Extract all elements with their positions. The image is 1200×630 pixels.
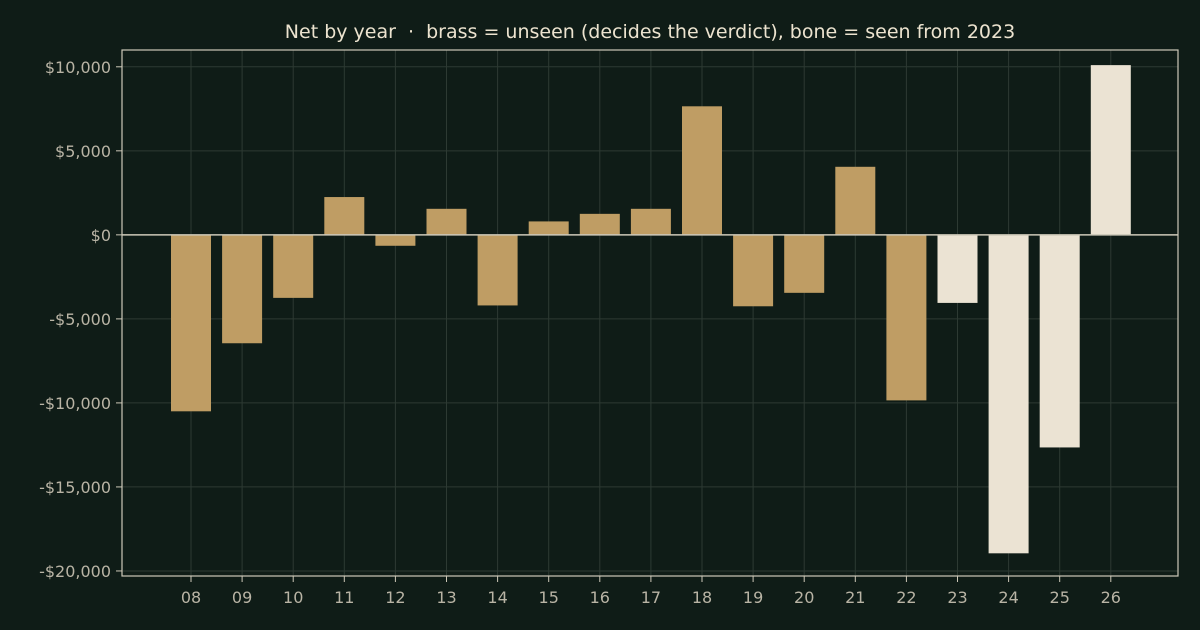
x-tick-label: 08 <box>181 588 201 607</box>
y-tick-label: $5,000 <box>55 142 111 161</box>
axes <box>116 49 1179 582</box>
x-tick-label: 09 <box>232 588 252 607</box>
x-tick-label: 17 <box>641 588 661 607</box>
bar-13 <box>426 208 467 235</box>
x-tick-label: 13 <box>436 588 456 607</box>
bar-14 <box>477 234 518 306</box>
bar-17 <box>630 208 671 235</box>
bar-25 <box>1039 234 1080 448</box>
bars <box>171 65 1131 554</box>
y-tick-label: $10,000 <box>45 58 111 77</box>
x-tick-label: 23 <box>947 588 967 607</box>
x-tick-label: 15 <box>539 588 559 607</box>
x-tick-label: 11 <box>334 588 354 607</box>
x-tick-label: 19 <box>743 588 763 607</box>
x-tick-label: 22 <box>896 588 916 607</box>
bar-21 <box>835 166 876 235</box>
x-tick-label: 18 <box>692 588 712 607</box>
bar-26 <box>1090 65 1131 235</box>
x-tick-label: 14 <box>487 588 507 607</box>
x-tick-label: 16 <box>590 588 610 607</box>
y-tick-label: -$10,000 <box>39 394 111 413</box>
x-tick-label: 10 <box>283 588 303 607</box>
bar-09 <box>222 234 263 344</box>
bar-19 <box>733 234 774 307</box>
bar-23 <box>937 234 978 303</box>
x-tick-label: 26 <box>1101 588 1121 607</box>
x-tick-label: 12 <box>385 588 405 607</box>
bar-22 <box>886 234 927 401</box>
y-tick-label: $0 <box>91 226 111 245</box>
bar-16 <box>579 213 620 235</box>
x-tick-label: 20 <box>794 588 814 607</box>
x-tick-label: 25 <box>1050 588 1070 607</box>
tick-labels: $10,000 $5,000 $0 -$5,000 -$10,000 -$15,000 -$… <box>39 58 1121 607</box>
bar-15 <box>528 221 569 235</box>
y-tick-label: -$5,000 <box>49 310 111 329</box>
bar-11 <box>324 197 365 235</box>
y-tick-label: -$15,000 <box>39 478 111 497</box>
bar-24 <box>988 234 1029 554</box>
chart-title: Net by year · brass = unseen (decides th… <box>285 21 1015 43</box>
x-tick-label: 24 <box>998 588 1018 607</box>
plot-frame <box>121 49 1179 577</box>
bar-20 <box>784 234 825 293</box>
bar-08 <box>171 234 211 412</box>
x-tick-label: 21 <box>845 588 865 607</box>
y-tick-label: -$20,000 <box>39 562 111 581</box>
bar-18 <box>682 106 722 235</box>
bar-12 <box>375 234 416 246</box>
bar-10 <box>273 234 314 298</box>
